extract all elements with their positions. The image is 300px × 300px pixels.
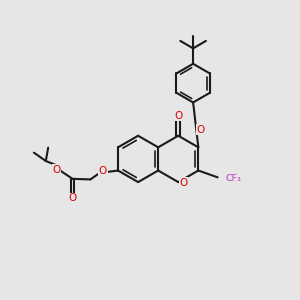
Text: O: O [99, 166, 107, 176]
Text: O: O [179, 178, 188, 188]
Text: CF₃: CF₃ [226, 174, 242, 183]
Text: O: O [52, 165, 60, 175]
Text: O: O [174, 110, 182, 121]
Text: O: O [68, 194, 77, 203]
Text: O: O [197, 125, 205, 135]
